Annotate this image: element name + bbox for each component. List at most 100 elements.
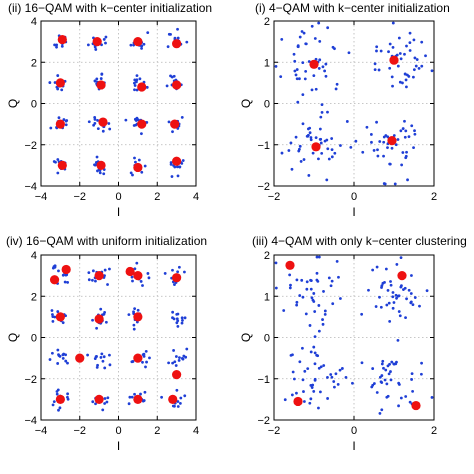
sample-point <box>180 161 184 165</box>
y-tick-label: −2 <box>257 415 270 427</box>
sample-point <box>389 370 392 373</box>
panel-title: (iv) 16−QAM with uniform initialization <box>6 234 207 248</box>
sample-point <box>309 278 312 282</box>
sample-point <box>135 80 138 84</box>
sample-point <box>56 74 60 77</box>
sample-point <box>62 118 66 121</box>
y-tick-label: 1 <box>264 57 270 69</box>
sample-point <box>378 295 381 299</box>
sample-point <box>319 365 323 369</box>
sample-point <box>61 273 65 277</box>
x-tick-label: 0 <box>115 191 121 203</box>
sample-point <box>50 351 54 355</box>
sample-point <box>332 380 336 383</box>
sample-point <box>274 64 278 68</box>
sample-point <box>388 42 392 46</box>
sample-point <box>390 146 394 150</box>
sample-point <box>312 345 316 349</box>
sample-point <box>309 350 313 354</box>
sample-point <box>315 271 319 275</box>
sample-point <box>135 74 139 77</box>
sample-point <box>180 316 184 320</box>
sample-point <box>302 390 305 393</box>
sample-point <box>388 162 392 166</box>
sample-point <box>180 321 184 325</box>
sample-point <box>301 122 305 126</box>
panel-title: (i) 4−QAM with k−center initialization <box>255 1 450 15</box>
sample-point <box>317 21 321 25</box>
y-tick-label: 4 <box>31 16 37 28</box>
sample-point <box>64 359 68 363</box>
sample-point <box>311 151 315 155</box>
sample-point <box>392 362 396 366</box>
sample-point <box>331 45 335 49</box>
sample-point <box>324 62 328 66</box>
sample-point <box>317 157 320 161</box>
sample-point <box>403 72 407 76</box>
sample-point <box>380 374 384 377</box>
sample-point <box>52 160 56 163</box>
sample-point <box>401 81 404 85</box>
sample-point <box>387 372 391 376</box>
sample-point <box>410 372 414 376</box>
sample-point <box>56 310 60 313</box>
sample-point <box>303 77 307 81</box>
sample-point <box>396 64 400 68</box>
sample-point <box>95 77 99 81</box>
sample-point <box>106 283 109 286</box>
sample-point <box>53 43 56 47</box>
sample-point <box>294 73 298 77</box>
y-tick-label: 1 <box>264 291 270 303</box>
sample-point <box>391 306 395 310</box>
sample-point <box>376 148 379 152</box>
sample-point <box>100 72 104 76</box>
sample-point <box>172 349 175 352</box>
sample-point <box>57 408 60 412</box>
sample-point <box>140 132 143 136</box>
sample-point <box>430 396 434 399</box>
sample-point <box>145 360 148 364</box>
sample-point <box>290 393 294 397</box>
sample-point <box>392 301 396 304</box>
sample-point <box>181 319 184 322</box>
sample-point <box>336 382 340 386</box>
sample-point <box>312 74 316 77</box>
sample-point <box>100 352 104 356</box>
sample-point <box>56 158 60 161</box>
sample-point <box>383 378 387 382</box>
sample-point <box>298 360 302 364</box>
sample-point <box>407 288 411 292</box>
sample-point <box>58 354 62 358</box>
sample-point <box>99 356 103 359</box>
sample-point <box>132 310 135 314</box>
sample-point <box>108 363 112 367</box>
sample-point <box>371 268 375 272</box>
sample-point <box>57 269 60 273</box>
sample-point <box>56 362 60 365</box>
sample-point <box>379 305 383 309</box>
sample-point <box>412 146 415 150</box>
sample-point <box>106 396 110 400</box>
sample-point <box>295 391 298 395</box>
sample-point <box>295 278 299 282</box>
sample-point <box>146 272 150 275</box>
sample-point <box>396 339 400 342</box>
sample-point <box>347 51 351 55</box>
sample-point <box>430 69 434 73</box>
centroid-marker <box>96 80 106 90</box>
sample-point <box>375 120 378 124</box>
sample-point <box>173 165 177 169</box>
sample-point <box>310 386 314 389</box>
sample-point <box>93 121 97 125</box>
sample-point <box>371 383 375 387</box>
sample-point <box>406 178 409 182</box>
sample-point <box>103 397 107 400</box>
y-axis-label: Q <box>6 333 20 342</box>
sample-point <box>425 289 429 293</box>
sample-point <box>414 64 418 68</box>
sample-point <box>283 398 287 402</box>
sample-point <box>55 392 59 396</box>
sample-point <box>147 276 151 280</box>
sample-point <box>313 310 317 313</box>
sample-point <box>322 364 326 367</box>
